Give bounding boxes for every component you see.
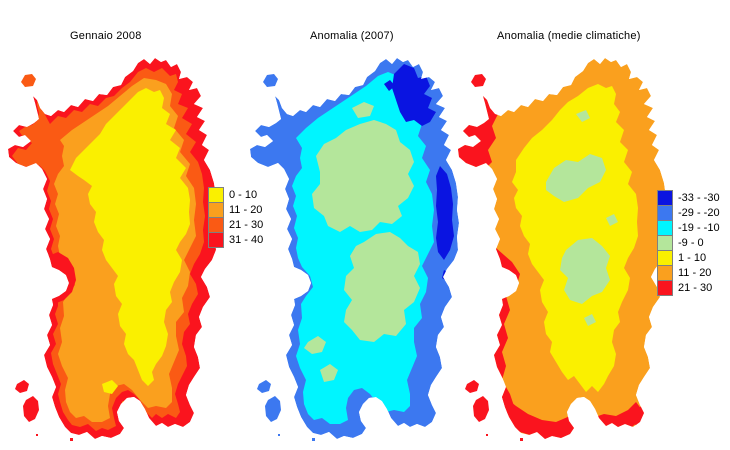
legend-swatch (657, 235, 673, 251)
legend-anomalia-medie: -33 - -30 -29 - -20 -19 - -10 -9 - 0 1 -… (657, 190, 720, 296)
panel-title-anomalia-2007: Anomalia (2007) (310, 30, 394, 42)
legend-swatch (208, 202, 224, 218)
legend-swatch (657, 190, 673, 206)
legend-swatch (208, 232, 224, 248)
map3-zone-1-10 (512, 84, 638, 392)
legend-swatch (657, 280, 673, 296)
panel-title-gennaio-2008: Gennaio 2008 (70, 30, 142, 42)
legend-label: -29 - -20 (678, 207, 720, 219)
legend-swatch (657, 250, 673, 266)
legend-item: 1 - 10 (657, 250, 720, 266)
map-gennaio-2008 (8, 58, 217, 441)
map1-island-asinara (21, 74, 36, 87)
legend-label: 31 - 40 (229, 234, 264, 246)
map-anomalia-2007 (250, 58, 459, 441)
legend-item: 21 - 30 (208, 217, 263, 233)
legend-swatch (208, 187, 224, 203)
map3-zone-minus9-0 (546, 110, 618, 326)
legend-item: 21 - 30 (657, 280, 720, 296)
map2-zone-minus9-0 (304, 102, 420, 382)
legend-item: 0 - 10 (208, 187, 263, 203)
legend-item: 11 - 20 (208, 202, 263, 218)
legend-label: 1 - 10 (678, 252, 707, 264)
legend-item: 31 - 40 (208, 232, 263, 248)
legend-item: -29 - -20 (657, 205, 720, 221)
legend-swatch (657, 265, 673, 281)
legend-swatch (657, 205, 673, 221)
legend-label: 11 - 20 (229, 204, 263, 216)
legend-swatch (657, 220, 673, 236)
legend-label: -33 - -30 (678, 192, 720, 204)
legend-gennaio-2008: 0 - 10 11 - 20 21 - 30 31 - 40 (208, 187, 264, 248)
legend-swatch (208, 217, 224, 233)
legend-label: 11 - 20 (678, 267, 712, 279)
map-anomalia-medie-climatiche (458, 58, 667, 441)
legend-item: -9 - 0 (657, 235, 720, 251)
legend-item: 11 - 20 (657, 265, 720, 281)
legend-item: -19 - -10 (657, 220, 720, 236)
legend-item: -33 - -30 (657, 190, 720, 206)
legend-label: 21 - 30 (678, 282, 713, 294)
panel-title-anomalia-medie: Anomalia (medie climatiche) (497, 30, 641, 42)
legend-label: 21 - 30 (229, 219, 264, 231)
legend-label: -19 - -10 (678, 222, 720, 234)
legend-label: 0 - 10 (229, 189, 258, 201)
legend-label: -9 - 0 (678, 237, 704, 249)
